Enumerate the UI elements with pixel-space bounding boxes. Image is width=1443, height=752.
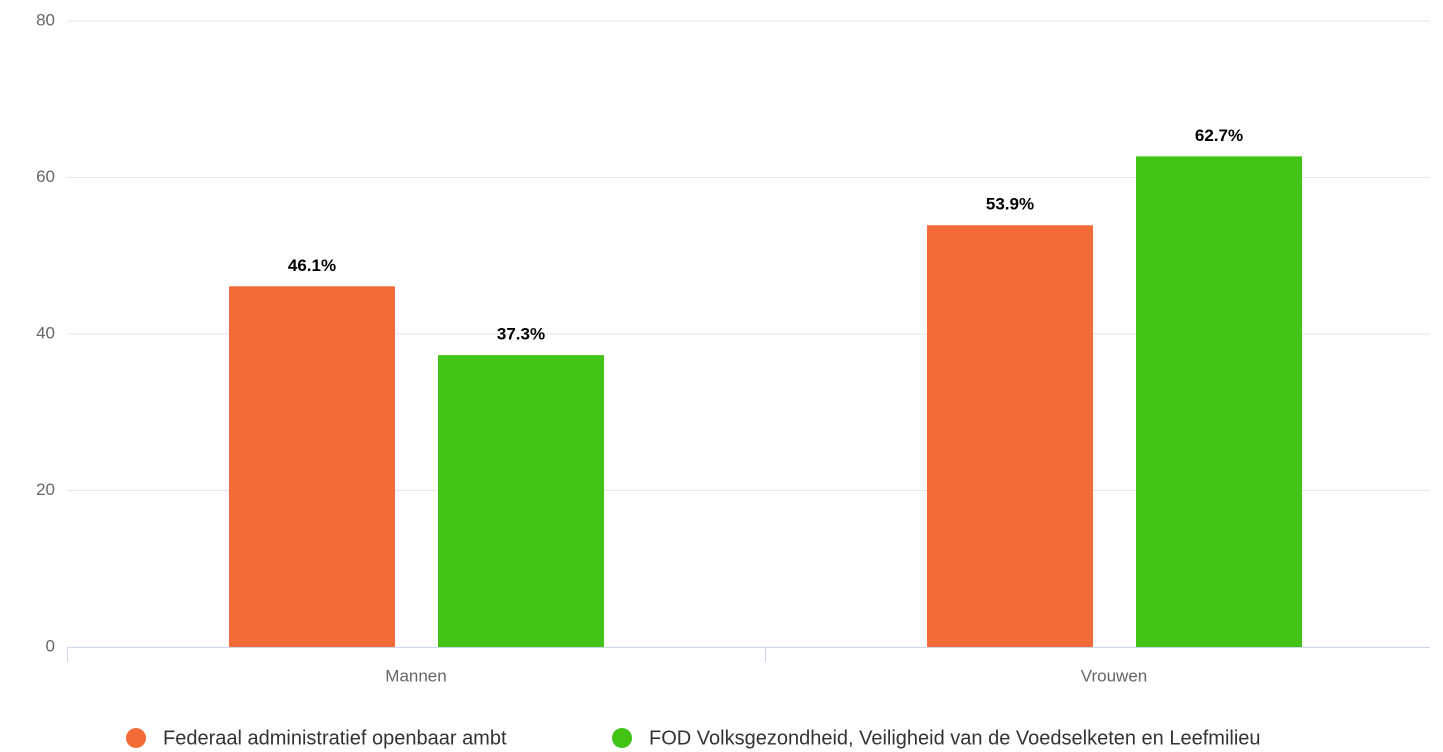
y-tick-label: 20 [36, 480, 55, 499]
legend-marker [612, 728, 632, 748]
value-label: 46.1% [288, 256, 336, 275]
y-tick-label: 0 [46, 636, 55, 655]
value-label: 62.7% [1195, 126, 1243, 145]
value-label: 37.3% [497, 325, 545, 344]
x-tick-label: Mannen [385, 666, 446, 685]
y-tick-label: 80 [36, 10, 55, 29]
bar [229, 286, 395, 647]
legend-label: Federaal administratief openbaar ambt [163, 727, 507, 749]
legend-marker [126, 728, 146, 748]
legend-label: FOD Volksgezondheid, Veiligheid van de V… [649, 727, 1261, 749]
bar [438, 355, 604, 647]
bar [1136, 156, 1302, 647]
x-tick-label: Vrouwen [1081, 666, 1147, 685]
value-label: 53.9% [986, 195, 1034, 214]
bar [927, 225, 1093, 648]
y-tick-label: 40 [36, 323, 55, 342]
y-tick-label: 60 [36, 167, 55, 186]
